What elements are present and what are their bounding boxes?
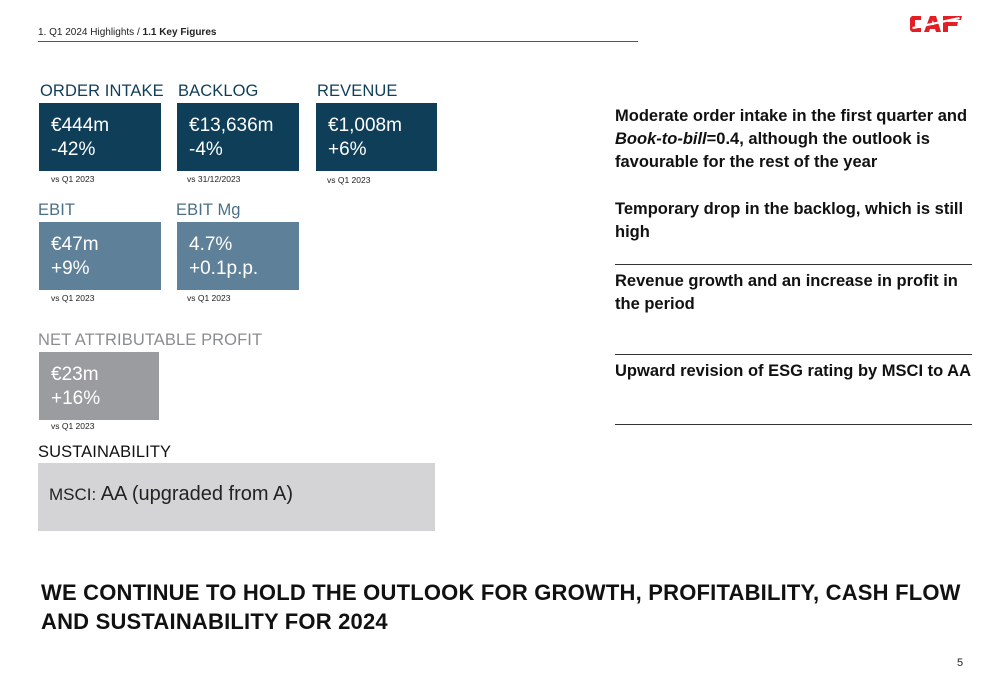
backlog-change: -4% bbox=[189, 139, 223, 160]
backlog-card: €13,636m -4% bbox=[177, 103, 299, 171]
revenue-card: €1,008m +6% bbox=[316, 103, 437, 171]
revenue-title: REVENUE bbox=[317, 82, 398, 100]
revenue-change: +6% bbox=[328, 139, 367, 160]
ebit-mg-change: +0.1p.p. bbox=[189, 258, 259, 279]
divider-2 bbox=[615, 354, 972, 355]
msci-value: AA (upgraded from A) bbox=[100, 483, 294, 505]
ebit-mg-title: EBIT Mg bbox=[176, 201, 241, 219]
highlight-1-text-a: Moderate order intake in the first quart… bbox=[615, 107, 968, 125]
divider-3 bbox=[615, 424, 972, 425]
ebit-note: vs Q1 2023 bbox=[51, 293, 95, 303]
divider-1 bbox=[615, 264, 972, 265]
backlog-note: vs 31/12/2023 bbox=[187, 174, 241, 184]
revenue-value: €1,008m bbox=[328, 115, 402, 136]
msci-rating: MSCI: AA (upgraded from A) bbox=[49, 483, 293, 506]
highlight-1-text-b: =0.4, although the outlook is favourable… bbox=[615, 130, 930, 171]
breadcrumb-current: 1.1 Key Figures bbox=[142, 27, 217, 38]
order-intake-note: vs Q1 2023 bbox=[51, 174, 95, 184]
ebit-mg-value: 4.7% bbox=[189, 234, 233, 255]
order-intake-title: ORDER INTAKE bbox=[40, 82, 164, 100]
backlog-title: BACKLOG bbox=[178, 82, 259, 100]
breadcrumb: 1. Q1 2024 Highlights / 1.1 Key Figures bbox=[38, 27, 216, 38]
net-profit-card: €23m +16% bbox=[39, 352, 159, 420]
page-number: 5 bbox=[957, 657, 964, 669]
backlog-value: €13,636m bbox=[189, 115, 274, 136]
outlook-statement: WE CONTINUE TO HOLD THE OUTLOOK FOR GROW… bbox=[41, 580, 961, 634]
ebit-value: €47m bbox=[51, 234, 99, 255]
revenue-note: vs Q1 2023 bbox=[327, 175, 371, 185]
net-profit-title: NET ATTRIBUTABLE PROFIT bbox=[38, 331, 263, 349]
ebit-mg-note: vs Q1 2023 bbox=[187, 293, 231, 303]
highlight-order-intake: Moderate order intake in the first quart… bbox=[615, 105, 975, 174]
order-intake-value: €444m bbox=[51, 115, 110, 136]
highlight-backlog: Temporary drop in the backlog, which is … bbox=[615, 200, 964, 241]
ebit-title: EBIT bbox=[38, 201, 76, 219]
ebit-mg-card: 4.7% +0.1p.p. bbox=[177, 222, 299, 290]
net-profit-change: +16% bbox=[51, 388, 101, 409]
net-profit-note: vs Q1 2023 bbox=[51, 421, 95, 431]
ebit-card: €47m +9% bbox=[39, 222, 161, 290]
header-divider bbox=[38, 41, 638, 42]
highlight-esg: Upward revision of ESG rating by MSCI to… bbox=[615, 362, 972, 380]
caf-logo bbox=[910, 16, 962, 32]
msci-prefix: MSCI: bbox=[49, 485, 97, 504]
order-intake-card: €444m -42% bbox=[39, 103, 161, 171]
sustainability-card bbox=[38, 463, 435, 531]
highlight-revenue: Revenue growth and an increase in profit… bbox=[615, 272, 958, 313]
sustainability-title: SUSTAINABILITY bbox=[38, 443, 172, 461]
net-profit-value: €23m bbox=[51, 364, 99, 385]
breadcrumb-section: 1. Q1 2024 Highlights / bbox=[38, 27, 140, 38]
ebit-change: +9% bbox=[51, 258, 90, 279]
highlight-1-italic: Book-to-bill bbox=[615, 130, 707, 148]
order-intake-change: -42% bbox=[51, 139, 96, 160]
